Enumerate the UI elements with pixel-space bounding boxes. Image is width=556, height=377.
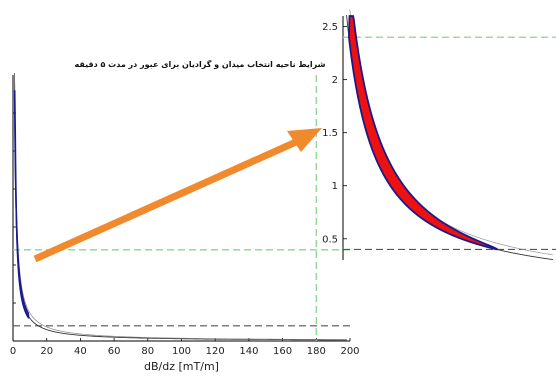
arrow-head	[287, 128, 322, 152]
main-chart: 0 20 40 60 80 100 120 140 160 180 200 dB/dz [mT/m] ش…	[10, 59, 360, 373]
inset-y-tick-label: 2.5	[322, 22, 338, 33]
x-tick-label: 20	[40, 346, 53, 357]
x-tick-label: 160	[273, 346, 292, 357]
x-tick-label: 120	[206, 346, 225, 357]
inset-y-tick-label: 1.5	[322, 128, 338, 139]
x-tick-label: 140	[239, 346, 258, 357]
x-tick-label: 200	[340, 346, 359, 357]
inset-feasible-region-band	[348, 15, 499, 251]
feasible-region-band	[13, 90, 30, 319]
x-tick-label: 80	[141, 346, 154, 357]
chart-title: شرایط ناحیه انتخاب میدان و گرادیان برای …	[74, 59, 325, 69]
zoom-arrow	[33, 128, 322, 263]
x-tick-label: 0	[10, 346, 16, 357]
series-line-outer	[14, 72, 347, 340]
inset-series-line-outer	[348, 9, 554, 256]
series-line	[13, 72, 347, 341]
x-tick-label: 100	[172, 346, 191, 357]
x-tick-label: 60	[108, 346, 121, 357]
inset-y-tick-label: 2	[332, 75, 338, 86]
x-tick-label: 180	[307, 346, 326, 357]
inset-y-tick-label: 0.5	[322, 234, 338, 245]
x-tick-label: 40	[74, 346, 87, 357]
zoom-inset-chart: 0.5 1 1.5 2 2.5	[322, 9, 556, 261]
x-axis-label: dB/dz [mT/m]	[144, 360, 219, 373]
inset-y-tick-label: 1	[332, 181, 338, 192]
arrow-shaft	[33, 138, 298, 263]
